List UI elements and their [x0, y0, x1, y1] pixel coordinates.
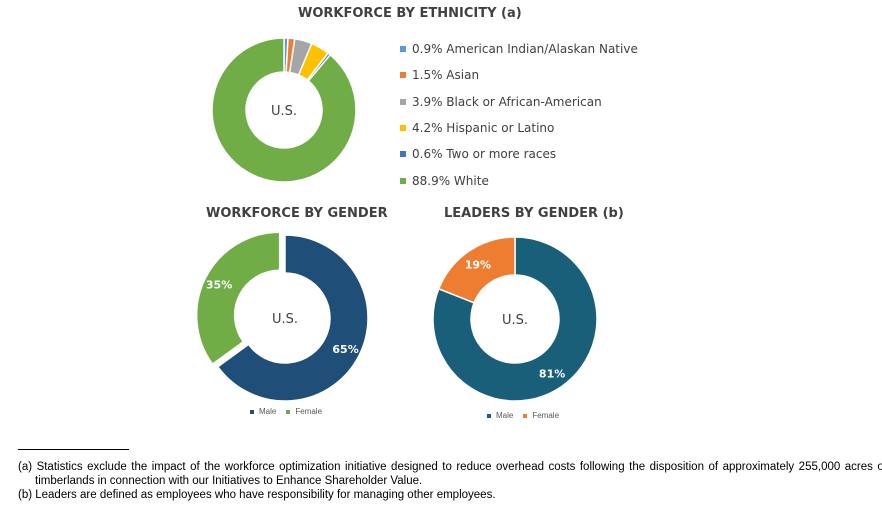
- legend-item-1-5-asian: 1.5% Asian: [400, 62, 638, 88]
- legend-label: Female: [532, 411, 560, 420]
- legend-swatch: [487, 413, 491, 418]
- ethnicity-chart-title: WORKFORCE BY ETHNICITY (a): [298, 6, 522, 21]
- data-label-female: 35%: [206, 278, 232, 291]
- slice-male: [216, 234, 369, 402]
- slice-male: [432, 236, 598, 402]
- legend-label: 0.6% Two or more races: [412, 147, 557, 162]
- data-label-male: 81%: [539, 368, 565, 381]
- center-label: U.S.: [502, 313, 528, 328]
- legend-label: Female: [295, 407, 323, 416]
- slice-female: [437, 236, 516, 304]
- legend-swatch: [400, 125, 406, 132]
- legend-label: 88.9% White: [412, 173, 489, 188]
- gender-chart-title: WORKFORCE BY GENDER: [206, 206, 388, 221]
- legend-swatch: [400, 177, 406, 184]
- legend-swatch: [400, 46, 406, 53]
- ethnicity-legend: 0.9% American Indian/Alaskan Native 1.5% …: [400, 36, 638, 194]
- slice-88-9-white: [211, 37, 357, 183]
- legend-swatch: [400, 151, 406, 158]
- leaders-donut-chart: 81% 19% U.S.: [432, 236, 598, 402]
- legend-swatch: [286, 409, 291, 414]
- footnote-b: (b) Leaders are defined as employees who…: [18, 489, 496, 501]
- legend-label: 3.9% Black or African-American: [412, 94, 602, 109]
- legend-label: Male: [259, 407, 277, 416]
- slice-female: [195, 231, 281, 366]
- legend-item-3-9-black-or-african-american: 3.9% Black or African-American: [400, 89, 638, 115]
- ethnicity-donut-chart: U.S.: [211, 37, 357, 183]
- legend-label: 4.2% Hispanic or Latino: [412, 121, 555, 136]
- legend-item-4-2-hispanic-or-latino: 4.2% Hispanic or Latino: [400, 115, 638, 141]
- center-label: U.S.: [271, 104, 297, 119]
- center-label: U.S.: [272, 312, 298, 327]
- legend-item-female: Female: [523, 411, 559, 420]
- data-label-female: 19%: [465, 258, 491, 271]
- legend-swatch: [250, 409, 254, 414]
- gender-donut-chart: 65% 35% U.S.: [195, 231, 369, 402]
- legend-swatch: [523, 413, 528, 418]
- legend-label: 0.9% American Indian/Alaskan Native: [412, 42, 638, 57]
- legend-item-0-6-two-or-more-races: 0.6% Two or more races: [400, 141, 638, 167]
- legend-label: Male: [496, 411, 514, 420]
- legend-item-female: Female: [286, 407, 322, 416]
- legend-label: 1.5% Asian: [412, 68, 480, 83]
- legend-item-male: Male: [487, 411, 513, 420]
- legend-item-male: Male: [250, 407, 276, 416]
- leaders-legend: Male Female: [487, 411, 559, 420]
- legend-swatch: [400, 98, 406, 105]
- legend-swatch: [400, 72, 406, 79]
- data-label-male: 65%: [332, 343, 358, 356]
- footnote-a: (a) Statistics exclude the impact of the…: [18, 461, 882, 487]
- legend-item-88-9-white: 88.9% White: [400, 167, 638, 193]
- footnote-divider: [18, 449, 129, 450]
- leaders-chart-title: LEADERS BY GENDER (b): [444, 206, 624, 221]
- gender-legend: Male Female: [250, 407, 322, 416]
- legend-item-0-9-american-indian-alaskan-native: 0.9% American Indian/Alaskan Native: [400, 36, 638, 62]
